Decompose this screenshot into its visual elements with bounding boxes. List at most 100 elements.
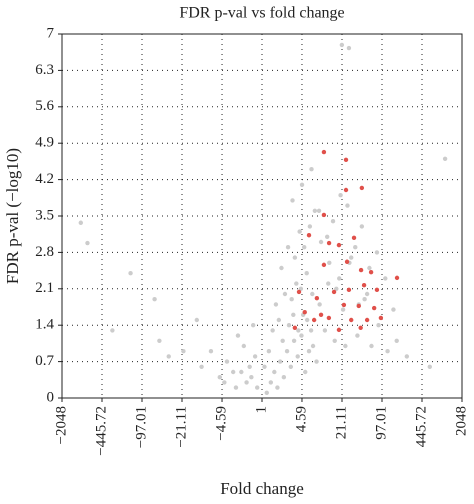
point [336, 327, 342, 333]
y-axis-label: FDR p-val (−log10) [3, 148, 22, 284]
point [110, 328, 115, 333]
point [368, 269, 374, 275]
x-tick-label: −4.59 [213, 406, 229, 441]
point [343, 157, 349, 163]
point [359, 185, 365, 191]
point [299, 333, 304, 338]
point [304, 271, 309, 276]
point [345, 203, 350, 208]
point [369, 343, 374, 349]
point [374, 250, 380, 255]
point [336, 242, 342, 248]
point [394, 338, 399, 343]
point [279, 265, 284, 271]
point [385, 349, 390, 354]
chart-title: FDR p-val vs fold change [179, 5, 344, 22]
point [230, 369, 236, 375]
point [288, 364, 294, 369]
point [264, 390, 269, 395]
point [332, 338, 337, 343]
point [404, 354, 410, 359]
point [337, 276, 342, 281]
point [346, 45, 352, 51]
point [222, 380, 227, 385]
point [322, 328, 328, 333]
point [302, 310, 307, 315]
point [391, 307, 396, 312]
point [282, 291, 288, 297]
point [312, 208, 318, 213]
point [291, 338, 297, 343]
x-tick-label: 97.01 [373, 406, 389, 440]
point [233, 385, 239, 390]
point [270, 328, 275, 333]
point [321, 212, 327, 218]
y-tick-label: 2.8 [35, 244, 54, 260]
point [340, 307, 346, 312]
point [199, 364, 204, 369]
point [281, 375, 287, 380]
point [303, 369, 308, 375]
point [268, 380, 274, 385]
point [250, 323, 256, 328]
point [318, 239, 324, 245]
point [308, 328, 314, 333]
point [285, 245, 291, 250]
x-tick-label: 445.72 [413, 406, 429, 447]
point [314, 295, 320, 301]
y-tick-label: 0.7 [35, 353, 54, 369]
point [280, 338, 285, 343]
point [334, 286, 339, 291]
point [292, 255, 298, 260]
point [276, 317, 282, 323]
point [255, 385, 260, 390]
point [157, 338, 162, 343]
point [361, 282, 367, 288]
y-tick-label: 5.6 [35, 98, 54, 114]
point [289, 297, 294, 302]
point [356, 303, 361, 309]
point [277, 359, 283, 364]
point [317, 302, 322, 307]
point [224, 359, 230, 364]
point [208, 349, 214, 354]
point [359, 224, 365, 229]
x-tick-label: 21.11 [333, 406, 349, 439]
point [351, 235, 357, 241]
y-tick-label: 7 [47, 25, 55, 41]
point [321, 262, 327, 268]
x-tick-label: −21.11 [173, 406, 189, 448]
y-tick-label: 0 [47, 389, 55, 405]
point [326, 240, 332, 246]
point [339, 42, 345, 48]
point [239, 369, 244, 375]
point [326, 315, 332, 321]
point [353, 245, 358, 250]
x-axis-label: Fold change [220, 479, 304, 498]
point [349, 317, 354, 323]
x-tick-label: −2048 [53, 406, 69, 444]
point [78, 220, 84, 225]
point [297, 229, 302, 234]
point [358, 267, 364, 273]
point [166, 354, 171, 359]
point [355, 333, 360, 338]
point [290, 198, 295, 203]
y-tick-label: 4.2 [35, 171, 54, 187]
point [358, 325, 363, 330]
point [338, 193, 343, 198]
point [128, 271, 133, 276]
point [302, 245, 307, 250]
point [343, 343, 348, 349]
point [349, 255, 354, 260]
x-tick-label: 4.59 [293, 406, 309, 432]
point [306, 349, 312, 354]
point [318, 312, 324, 317]
point [367, 265, 372, 271]
point [295, 354, 300, 359]
point [244, 380, 249, 385]
x-tick-label: 1 [253, 406, 269, 414]
point [362, 297, 367, 302]
